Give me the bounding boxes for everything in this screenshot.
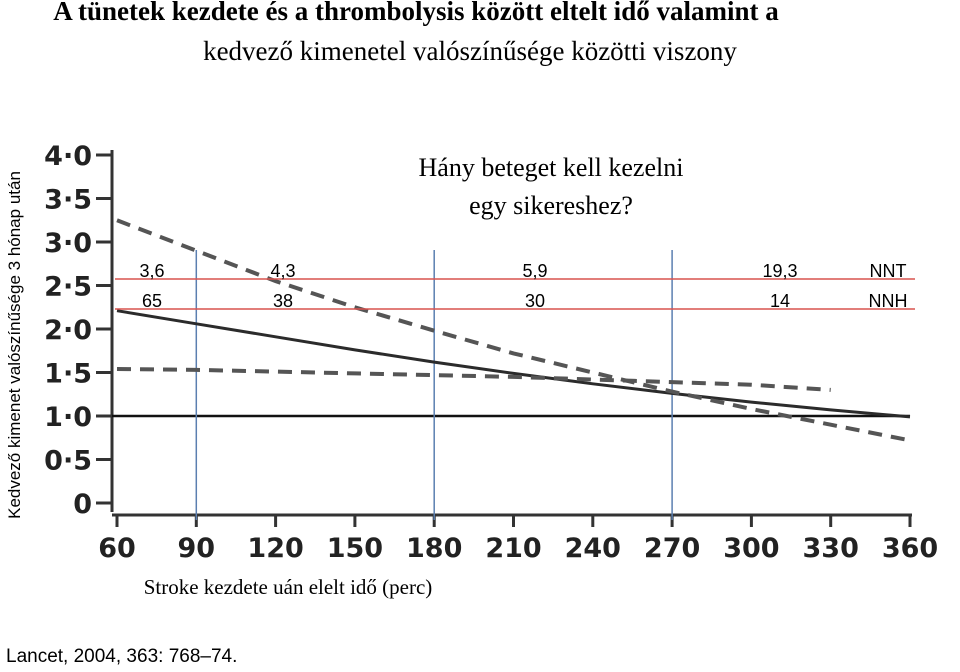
x-tick-label: 330 [803,533,859,564]
row-value: 4,3 [270,261,295,281]
row-value: 65 [142,291,162,311]
y-tick-label: 1·5 [44,359,92,390]
row-value: 5,9 [522,261,547,281]
y-tick-label: 0 [73,489,92,520]
x-tick-label: 270 [644,533,700,564]
x-tick-label: 150 [327,533,383,564]
y-tick-label: 3·5 [44,185,92,216]
x-tick-label: 180 [406,533,462,564]
annotation: Hány beteget kell kezelni [419,153,684,182]
row-value: 30 [525,291,545,311]
row-label: NNH [869,291,908,311]
x-tick-label: 60 [98,533,136,564]
chart-title: A tünetek kezdete és a thrombolysis közö… [53,0,779,26]
x-tick-label: 120 [247,533,303,564]
row-value: 38 [273,291,293,311]
annotation: egy sikereshez? [469,191,633,220]
row-label: NNT [870,261,907,281]
y-tick-label: 2·5 [44,272,92,303]
y-tick-label: 0·5 [44,446,92,477]
y-tick-label: 1·0 [44,402,92,433]
row-value: 3,6 [139,261,164,281]
line-series [116,309,911,419]
x-tick-label: 90 [178,533,216,564]
x-tick-label: 360 [882,533,938,564]
y-tick-label: 4·0 [44,141,92,172]
line-series [116,367,831,392]
y-axis-label: Kedvező kimenet valószínűsége 3 hónap ut… [5,171,24,519]
source: Lancet, 2004, 363: 768–74. [6,646,237,667]
chart-title: kedvező kimenetel valószínűsége közötti … [203,36,737,66]
x-axis-label: Stroke kezdete uán elelt idő (perc) [144,575,433,599]
y-tick-label: 2·0 [44,315,92,346]
y-tick-label: 3·0 [44,228,92,259]
x-tick-label: 240 [565,533,621,564]
row-value: 19,3 [762,261,797,281]
x-tick-label: 300 [723,533,779,564]
line-series [116,218,911,443]
x-tick-label: 210 [485,533,541,564]
row-value: 14 [770,291,790,311]
